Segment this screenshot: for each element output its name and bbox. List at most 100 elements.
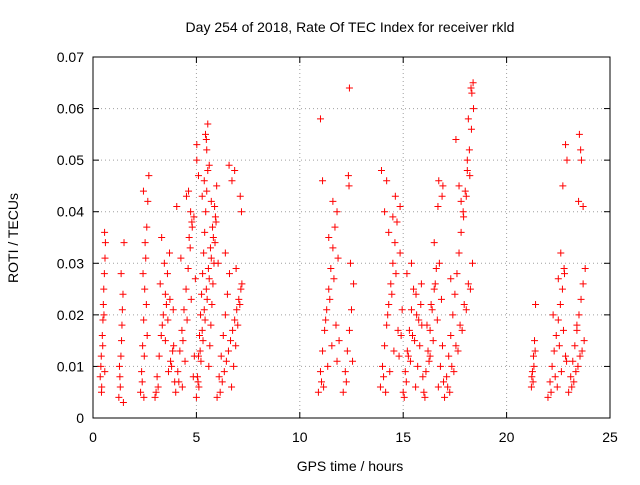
data-point [581, 264, 589, 272]
data-point [435, 259, 443, 267]
data-point [438, 192, 446, 200]
data-point [426, 352, 434, 360]
data-point [382, 388, 390, 396]
data-point [154, 383, 162, 391]
data-point [424, 347, 432, 355]
data-point [333, 208, 341, 216]
data-point [392, 270, 400, 278]
data-point [193, 156, 201, 164]
data-point [223, 290, 231, 298]
data-point [395, 352, 403, 360]
data-point [166, 249, 174, 257]
data-point [116, 373, 124, 381]
data-point [220, 368, 228, 376]
data-point [162, 301, 170, 309]
data-point [425, 357, 433, 365]
data-point [144, 197, 152, 205]
data-point [166, 295, 174, 303]
data-point [201, 316, 209, 324]
data-point [419, 373, 427, 381]
data-point [552, 331, 560, 339]
data-point [325, 234, 333, 241]
data-point [432, 264, 440, 272]
data-point [379, 362, 387, 370]
data-point [115, 362, 123, 370]
data-point [198, 192, 206, 200]
data-point [234, 321, 242, 329]
data-point [231, 166, 239, 174]
data-point [184, 264, 192, 272]
data-point [194, 172, 202, 180]
data-point [118, 321, 126, 329]
data-point [159, 311, 167, 319]
data-point [157, 331, 165, 339]
x-tick-label: 5 [193, 429, 201, 445]
data-point [383, 177, 391, 185]
data-point [571, 342, 579, 350]
data-point [466, 172, 474, 180]
data-point [468, 259, 476, 267]
data-point [570, 378, 578, 386]
data-point [531, 337, 539, 345]
data-point [176, 347, 184, 355]
data-point [389, 213, 397, 221]
data-point [557, 368, 565, 376]
data-point [101, 228, 109, 236]
data-point [118, 306, 126, 314]
data-point [443, 373, 451, 381]
data-point [529, 352, 537, 360]
data-point [563, 156, 571, 164]
data-point [576, 352, 584, 360]
data-point [385, 228, 393, 236]
data-point [469, 79, 477, 87]
data-point [385, 301, 393, 309]
data-point [118, 337, 126, 345]
data-point [180, 306, 188, 314]
x-axis-label: GPS time / hours [297, 458, 404, 474]
data-point [413, 311, 421, 319]
data-point [342, 378, 350, 386]
data-point [137, 388, 145, 396]
data-point [465, 146, 473, 154]
data-point [182, 285, 190, 293]
data-point [320, 383, 328, 391]
data-point [225, 270, 233, 278]
data-point [466, 285, 474, 293]
data-point [549, 311, 557, 319]
data-point [222, 357, 230, 365]
data-point [209, 280, 217, 288]
data-point [562, 352, 570, 360]
data-point [178, 383, 186, 391]
data-point [232, 342, 240, 350]
data-point [203, 187, 211, 195]
data-point [233, 306, 241, 314]
data-point [99, 301, 107, 309]
data-point [140, 393, 148, 401]
data-point [426, 326, 434, 334]
data-point [205, 275, 213, 283]
data-point [428, 306, 436, 314]
data-point [330, 275, 338, 283]
data-point [196, 347, 204, 355]
x-tick-label: 15 [395, 429, 411, 445]
data-point [391, 192, 399, 200]
x-tick-label: 0 [89, 429, 97, 445]
data-point [145, 172, 153, 180]
data-point [204, 166, 212, 174]
data-point [119, 399, 127, 407]
data-point [555, 342, 563, 350]
data-point [141, 239, 149, 247]
data-point [197, 357, 205, 365]
data-point [453, 270, 461, 278]
data-point [461, 187, 469, 195]
data-point [314, 388, 322, 396]
data-point [169, 347, 177, 355]
data-point [578, 347, 586, 355]
data-point [138, 378, 146, 386]
data-point [194, 352, 202, 360]
data-point [430, 239, 438, 247]
data-point [433, 316, 441, 324]
data-point [219, 331, 227, 339]
grid-lines [93, 57, 610, 418]
